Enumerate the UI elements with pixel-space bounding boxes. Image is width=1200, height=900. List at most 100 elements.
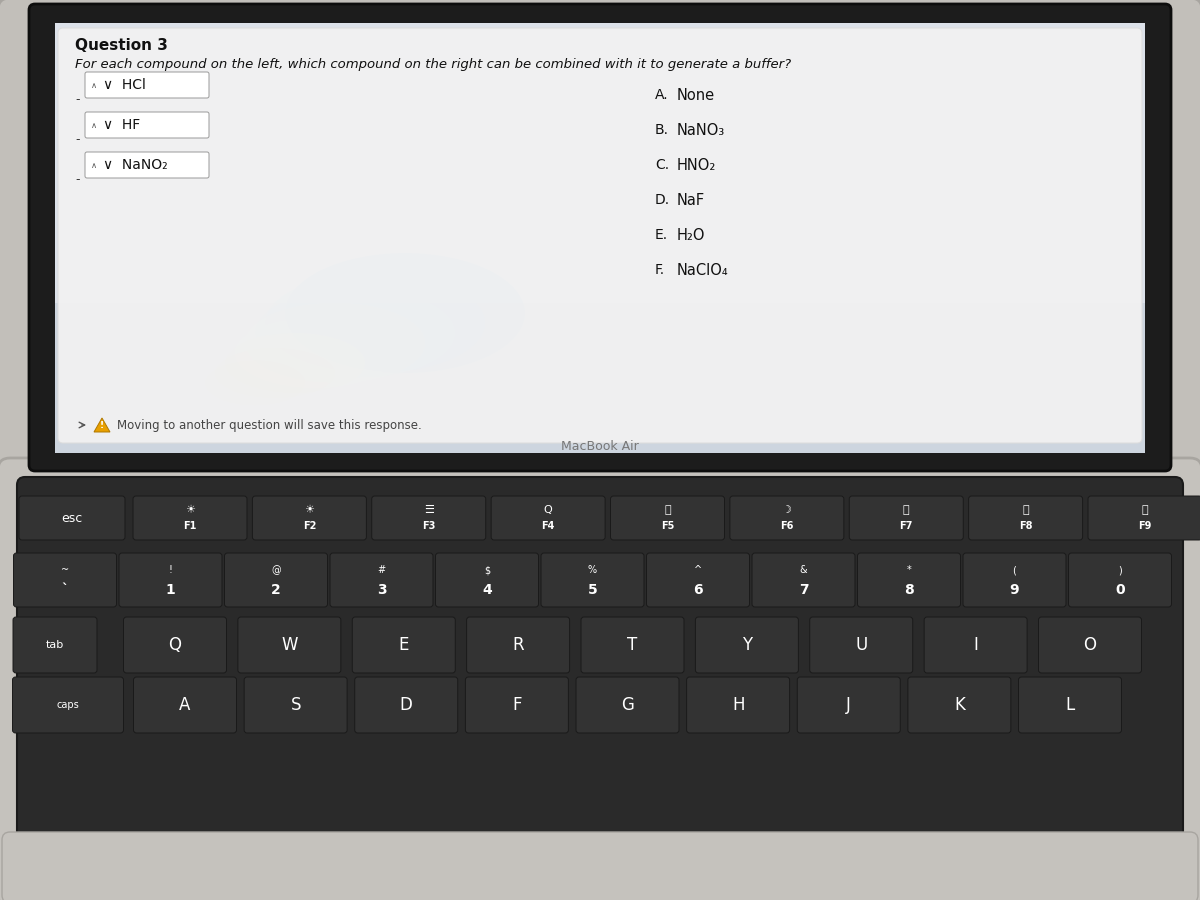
Text: 5: 5 (588, 582, 598, 597)
Text: &: & (799, 565, 808, 575)
Text: A: A (179, 696, 191, 714)
Text: tab: tab (46, 640, 64, 650)
Text: I: I (973, 636, 978, 654)
Text: T: T (628, 636, 637, 654)
FancyBboxPatch shape (85, 152, 209, 178)
Text: L: L (1066, 696, 1075, 714)
FancyBboxPatch shape (133, 677, 236, 733)
Text: F5: F5 (661, 520, 674, 531)
Text: None: None (677, 88, 715, 103)
Text: ☽: ☽ (782, 506, 792, 516)
FancyBboxPatch shape (238, 617, 341, 673)
Text: HNO₂: HNO₂ (677, 158, 716, 173)
Text: 3: 3 (377, 582, 386, 597)
Text: E.: E. (655, 228, 668, 242)
Text: D: D (400, 696, 413, 714)
FancyBboxPatch shape (1038, 617, 1141, 673)
Text: ): ) (1118, 565, 1122, 575)
FancyBboxPatch shape (858, 553, 960, 607)
Text: G: G (622, 696, 634, 714)
Text: K: K (954, 696, 965, 714)
FancyBboxPatch shape (13, 617, 97, 673)
Text: Y: Y (742, 636, 752, 654)
FancyBboxPatch shape (752, 553, 854, 607)
Text: B.: B. (655, 123, 670, 137)
Ellipse shape (205, 361, 305, 406)
FancyBboxPatch shape (55, 23, 1145, 453)
FancyBboxPatch shape (1019, 677, 1122, 733)
Text: H₂O: H₂O (677, 228, 706, 243)
Text: ~: ~ (61, 565, 70, 575)
Text: F7: F7 (900, 520, 913, 531)
Text: ☀: ☀ (185, 506, 194, 516)
FancyBboxPatch shape (12, 677, 124, 733)
Text: C.: C. (655, 158, 670, 172)
Text: esc: esc (61, 511, 83, 525)
Polygon shape (94, 418, 110, 432)
Text: F: F (512, 696, 522, 714)
FancyBboxPatch shape (353, 617, 455, 673)
Text: $: $ (484, 565, 490, 575)
Ellipse shape (245, 303, 425, 383)
Text: Q: Q (544, 506, 552, 516)
FancyBboxPatch shape (1088, 496, 1200, 540)
Text: F9: F9 (1139, 520, 1152, 531)
Ellipse shape (286, 253, 526, 373)
Text: O: O (1084, 636, 1097, 654)
FancyBboxPatch shape (686, 677, 790, 733)
FancyBboxPatch shape (85, 72, 209, 98)
FancyBboxPatch shape (924, 617, 1027, 673)
FancyBboxPatch shape (19, 496, 125, 540)
Text: D.: D. (655, 193, 670, 207)
FancyBboxPatch shape (850, 496, 964, 540)
FancyBboxPatch shape (1068, 553, 1171, 607)
Text: 8: 8 (904, 582, 914, 597)
FancyBboxPatch shape (252, 496, 366, 540)
Text: -: - (74, 93, 79, 106)
Text: NaClO₄: NaClO₄ (677, 263, 728, 278)
FancyBboxPatch shape (85, 112, 209, 138)
Text: 0: 0 (1115, 582, 1124, 597)
Text: !: ! (168, 565, 173, 575)
FancyBboxPatch shape (964, 553, 1066, 607)
Text: ∧: ∧ (91, 121, 97, 130)
Text: caps: caps (56, 700, 79, 710)
FancyBboxPatch shape (119, 553, 222, 607)
Text: F4: F4 (541, 520, 554, 531)
Text: 6: 6 (694, 582, 703, 597)
FancyBboxPatch shape (355, 677, 457, 733)
FancyBboxPatch shape (647, 553, 750, 607)
Text: %: % (588, 565, 598, 575)
Text: ☰: ☰ (424, 506, 433, 516)
FancyBboxPatch shape (13, 553, 116, 607)
Text: @: @ (271, 565, 281, 575)
Text: -: - (74, 133, 79, 146)
Text: R: R (512, 636, 524, 654)
Text: A.: A. (655, 88, 668, 102)
Text: Question 3: Question 3 (74, 38, 168, 53)
Text: ⏮: ⏮ (902, 506, 910, 516)
FancyBboxPatch shape (908, 677, 1010, 733)
Text: 1: 1 (166, 582, 175, 597)
Text: F.: F. (655, 263, 665, 277)
Text: U: U (856, 636, 868, 654)
FancyBboxPatch shape (17, 477, 1183, 853)
Text: Moving to another question will save this response.: Moving to another question will save thi… (118, 418, 421, 431)
Ellipse shape (226, 333, 365, 393)
FancyBboxPatch shape (0, 458, 1200, 900)
Text: J: J (846, 696, 851, 714)
FancyBboxPatch shape (124, 617, 227, 673)
FancyBboxPatch shape (29, 4, 1171, 471)
Text: Q: Q (168, 636, 181, 654)
Text: #: # (378, 565, 385, 575)
Text: ∨  NaNO₂: ∨ NaNO₂ (103, 158, 168, 172)
FancyBboxPatch shape (541, 553, 644, 607)
FancyBboxPatch shape (491, 496, 605, 540)
FancyBboxPatch shape (695, 617, 798, 673)
Text: ∨  HF: ∨ HF (103, 118, 140, 132)
FancyBboxPatch shape (797, 677, 900, 733)
FancyBboxPatch shape (2, 832, 1198, 900)
Text: H: H (732, 696, 744, 714)
Text: For each compound on the left, which compound on the right can be combined with : For each compound on the left, which com… (74, 58, 791, 71)
Text: ∧: ∧ (91, 80, 97, 89)
